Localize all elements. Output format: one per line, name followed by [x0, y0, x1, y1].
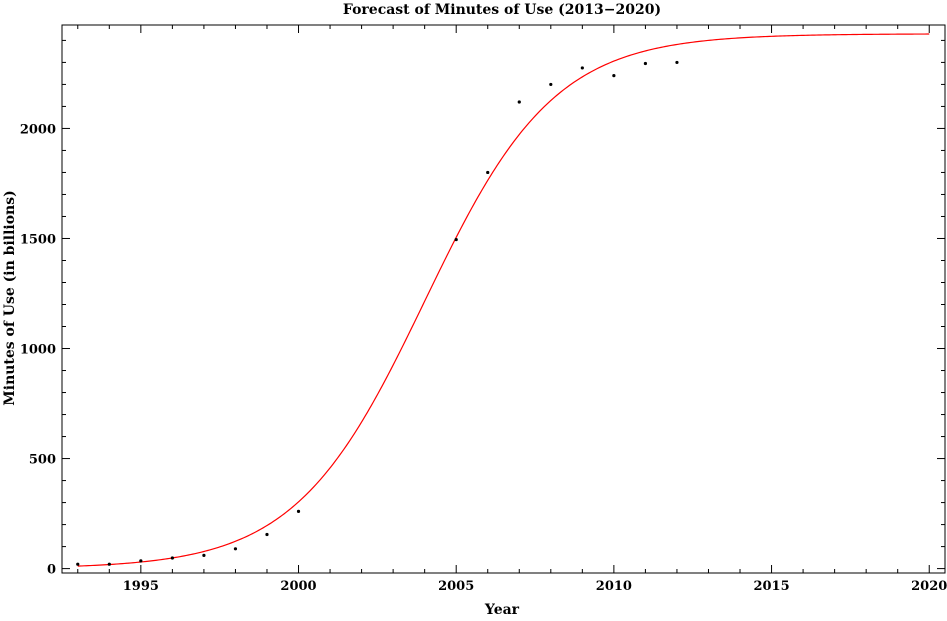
x-axis-label: Year — [484, 602, 520, 618]
data-point — [202, 553, 206, 557]
data-point — [549, 82, 553, 87]
x-tick-label: 2020 — [911, 579, 947, 594]
x-tick-label: 2000 — [280, 579, 316, 594]
y-tick-label: 500 — [29, 453, 56, 468]
y-tick-label: 2000 — [20, 122, 56, 137]
x-tick-label: 2015 — [753, 579, 789, 594]
data-point — [170, 556, 174, 560]
data-point — [580, 66, 584, 70]
data-point — [612, 74, 616, 78]
data-point — [76, 562, 80, 566]
data-point — [486, 170, 490, 175]
y-tick-label: 1500 — [20, 232, 56, 247]
x-tick-label: 1995 — [123, 579, 159, 594]
data-point — [675, 60, 679, 65]
fit-curve — [77, 33, 930, 567]
data-point — [265, 532, 269, 537]
y-axis-label: Minutes of Use (in billions) — [2, 190, 18, 406]
plot-frame — [61, 24, 946, 574]
data-point — [107, 562, 111, 566]
data-points — [76, 60, 679, 566]
data-point — [296, 509, 301, 513]
x-tick-label: 2005 — [438, 579, 474, 594]
data-point — [233, 547, 238, 551]
data-point — [517, 100, 521, 104]
data-point — [454, 237, 458, 242]
chart-title: Forecast of Minutes of Use (2013−2020) — [343, 2, 661, 18]
y-tick-label: 0 — [47, 563, 56, 578]
x-tick-label: 2010 — [596, 579, 632, 594]
data-point — [643, 61, 648, 66]
y-tick-label: 1000 — [20, 343, 56, 358]
tick-group: 1995 2000 2005 2010 2015 2020 0 500 1000 1500 2000 — [20, 25, 947, 594]
data-point — [139, 559, 143, 563]
